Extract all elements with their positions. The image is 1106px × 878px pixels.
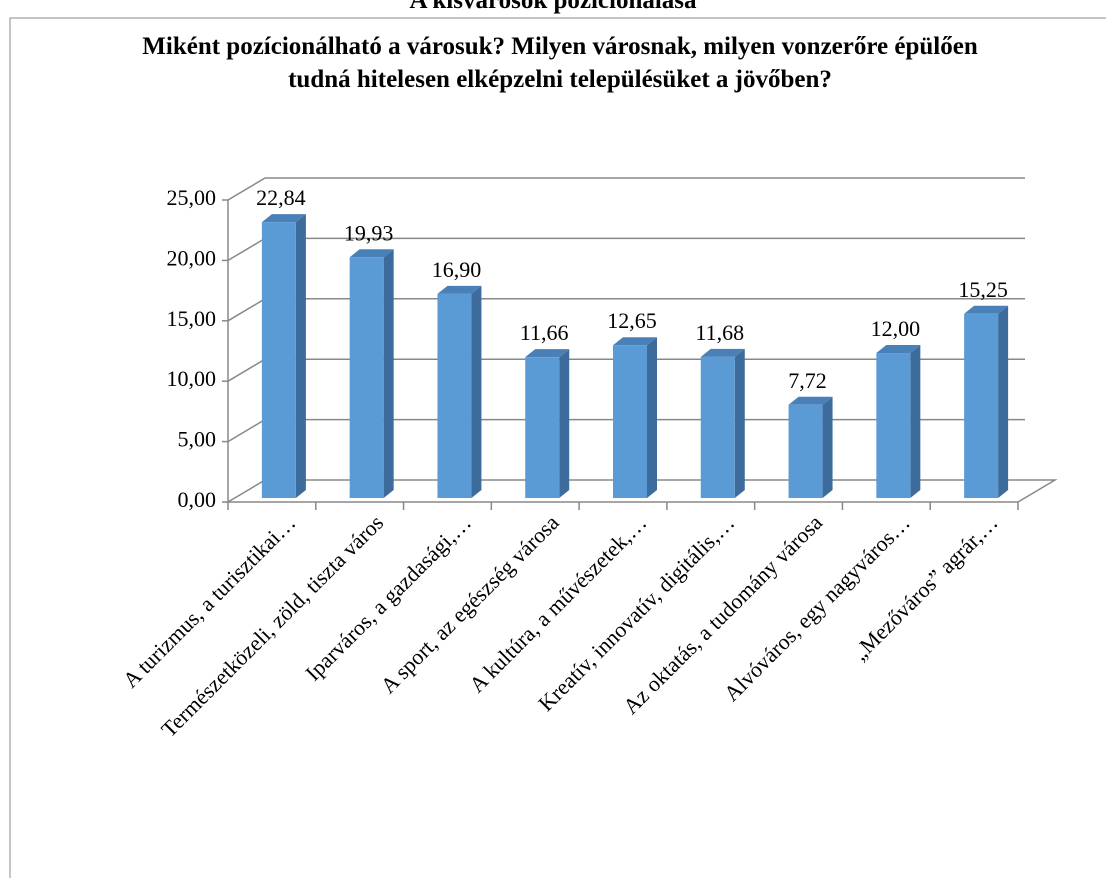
bar-side — [734, 348, 745, 498]
x-tick-label: A kultúra, a művészetek,… — [464, 510, 651, 697]
y-tick-label: 25,00 — [167, 185, 217, 210]
value-label: 12,00 — [871, 316, 921, 341]
y-tick-label: 15,00 — [167, 306, 217, 331]
bar — [349, 257, 384, 498]
grid-line-side — [227, 177, 266, 201]
bar-side — [998, 305, 1009, 498]
bar-top — [700, 348, 745, 357]
bar-top — [613, 337, 657, 346]
value-label: 11,66 — [520, 320, 569, 345]
grid-line-side — [227, 418, 266, 443]
bar-side — [910, 345, 921, 498]
bar-top — [964, 305, 1009, 314]
bar-side — [559, 349, 570, 498]
bar-side — [822, 396, 833, 498]
x-tick-label: Iparváros, a gazdasági,… — [300, 510, 476, 686]
bar — [613, 345, 647, 498]
y-tick-label: 5,00 — [178, 427, 217, 452]
bar-top — [788, 396, 833, 405]
grid-line-side — [227, 298, 266, 322]
x-tick-label: A sport, az egészség városa — [375, 510, 563, 698]
bar-side — [647, 337, 657, 498]
bar-side — [295, 214, 306, 498]
bar-top — [876, 345, 921, 354]
bar — [700, 356, 735, 498]
y-tick-label: 10,00 — [167, 366, 217, 391]
bar-side — [383, 249, 394, 498]
grid-line-side — [227, 237, 266, 262]
y-tick-label: 0,00 — [178, 487, 217, 512]
bar-side — [471, 285, 482, 498]
value-label: 12,65 — [607, 308, 657, 333]
chart-header: A kisvárosok pozícionálása — [409, 0, 697, 14]
bar — [261, 222, 296, 498]
bar-top — [349, 249, 394, 258]
bar-top — [261, 214, 306, 223]
chart-title: Miként pozícionálható a városuk? Milyen … — [142, 33, 978, 93]
bar-top — [437, 285, 482, 294]
bar — [876, 353, 911, 498]
value-label: 16,90 — [432, 257, 482, 282]
value-label: 15,25 — [958, 277, 1008, 302]
value-label: 22,84 — [256, 185, 306, 210]
y-tick-label: 20,00 — [167, 245, 217, 270]
bar — [525, 357, 560, 498]
bar — [964, 313, 999, 498]
x-tick-label: Alvóváros, egy nagyváros… — [719, 510, 915, 706]
bar — [788, 404, 823, 498]
x-tick-label: A turizmus, a turisztikai… — [118, 510, 301, 693]
x-tick-label: „Mezőváros” agrár,… — [847, 510, 1002, 665]
bar-top — [525, 349, 570, 358]
chart-border — [9, 17, 1106, 878]
bar — [437, 293, 472, 498]
value-label: 11,68 — [695, 320, 744, 345]
value-label: 7,72 — [788, 368, 827, 393]
value-label: 19,93 — [344, 220, 394, 245]
grid-line-side — [227, 358, 266, 382]
